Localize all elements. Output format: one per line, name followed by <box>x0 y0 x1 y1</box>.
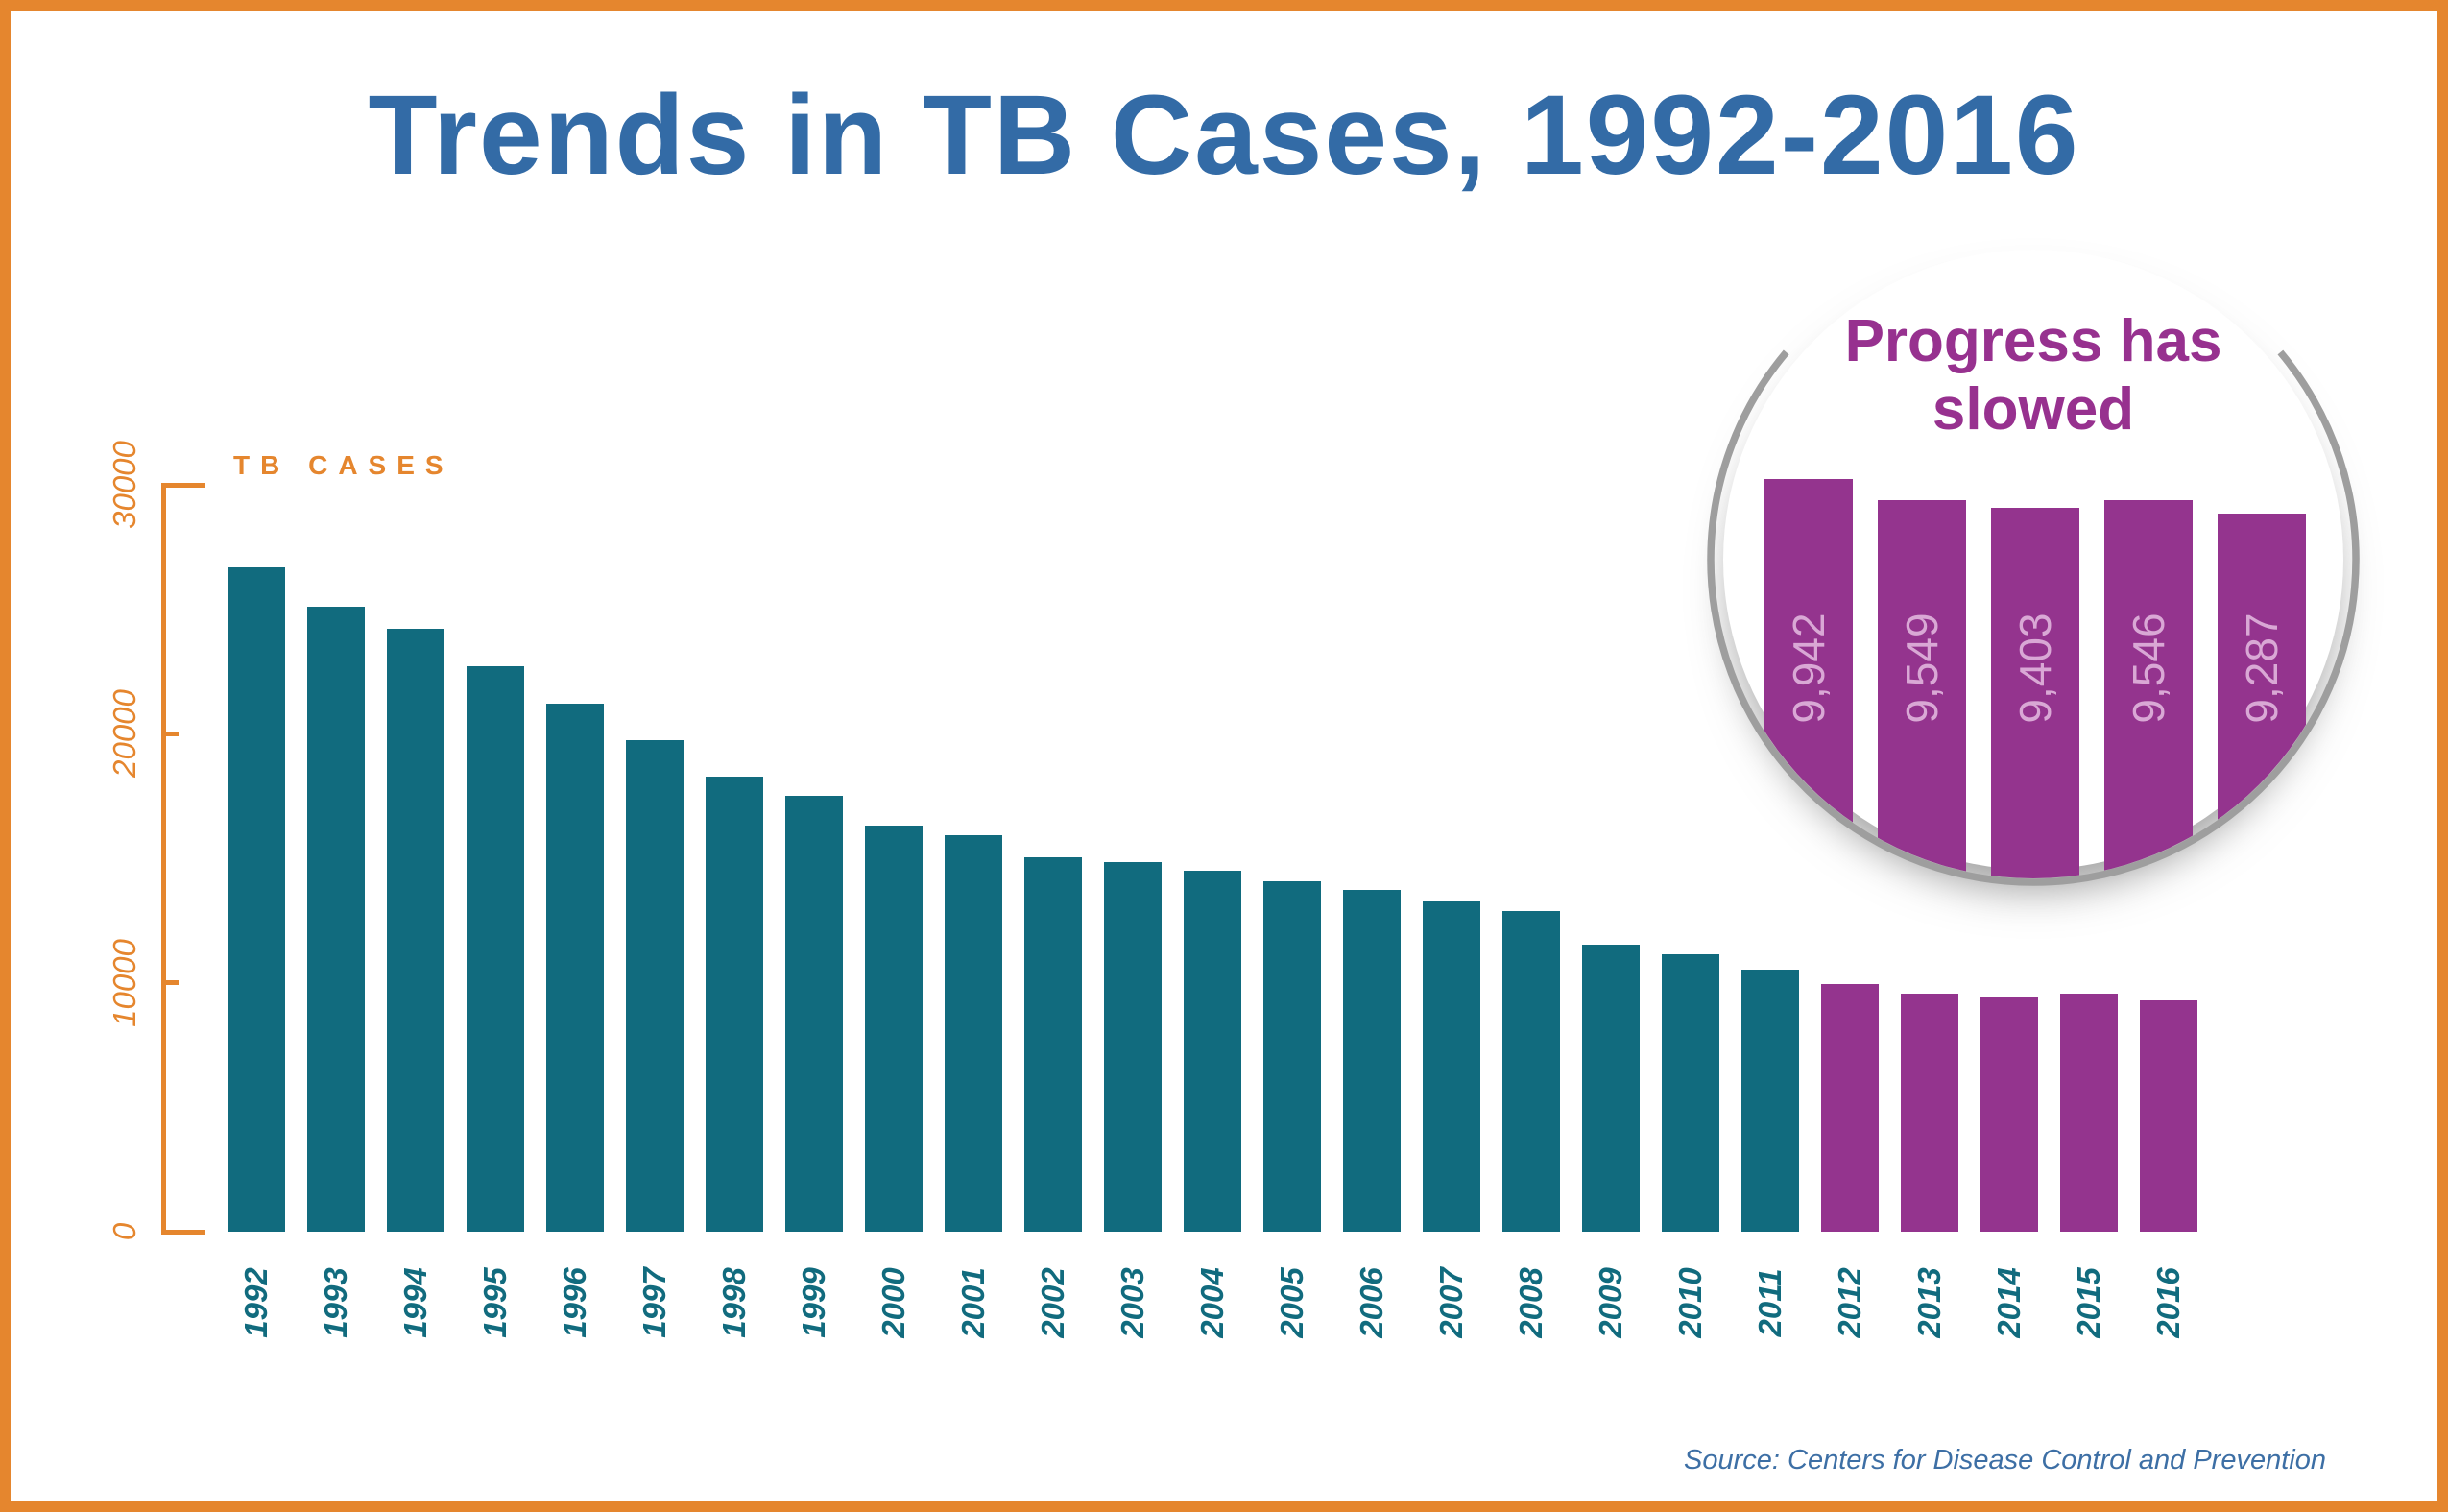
callout-bar-2013 <box>1878 499 1966 878</box>
x-axis-label-1992: 1992 <box>238 1267 274 1338</box>
x-axis-label-2007: 2007 <box>1433 1267 1469 1338</box>
x-axis-label-1994: 1994 <box>397 1267 433 1338</box>
x-axis-label-2004: 2004 <box>1194 1267 1230 1338</box>
bar-1998 <box>706 776 763 1232</box>
x-axis-label-2013: 2013 <box>1911 1267 1947 1338</box>
y-tick-0 <box>161 1229 205 1235</box>
bar-2005 <box>1263 881 1321 1232</box>
x-axis-label-1998: 1998 <box>716 1267 752 1338</box>
bar-1992 <box>228 567 285 1232</box>
callout-value-2016: 9,287 <box>2237 612 2287 724</box>
x-axis-label-2001: 2001 <box>955 1267 991 1338</box>
x-axis-label-1995: 1995 <box>477 1267 513 1338</box>
y-axis-title: TB CASES <box>233 450 454 480</box>
bar-2009 <box>1582 945 1640 1232</box>
bar-2012 <box>1821 984 1879 1232</box>
x-axis-label-2009: 2009 <box>1593 1267 1628 1338</box>
bar-2002 <box>1024 856 1082 1232</box>
x-axis-label-2008: 2008 <box>1513 1267 1548 1338</box>
bar-2000 <box>865 826 923 1232</box>
bar-2001 <box>945 834 1002 1232</box>
x-axis-label-2012: 2012 <box>1832 1267 1867 1338</box>
y-tick-label-30000: 30000 <box>107 441 142 529</box>
bar-2014 <box>1980 997 2038 1232</box>
bar-2004 <box>1184 871 1241 1232</box>
x-axis-label-2014: 2014 <box>1991 1267 2027 1338</box>
source-attribution: Source: Centers for Disease Control and … <box>1684 1445 2326 1476</box>
bar-1995 <box>467 665 524 1232</box>
bar-2013 <box>1901 994 1958 1232</box>
y-tick-label-0: 0 <box>107 1222 142 1241</box>
bar-2003 <box>1104 862 1162 1232</box>
x-axis-label-1993: 1993 <box>318 1267 353 1338</box>
x-axis-label-1999: 1999 <box>796 1267 831 1338</box>
x-axis-label-2003: 2003 <box>1115 1267 1150 1338</box>
bar-2010 <box>1662 953 1719 1232</box>
bar-2015 <box>2060 994 2118 1232</box>
bar-1996 <box>546 703 604 1232</box>
x-axis-label-2015: 2015 <box>2071 1267 2106 1338</box>
x-axis-label-2011: 2011 <box>1752 1268 1788 1337</box>
callout-value-2015: 9,546 <box>2124 612 2173 724</box>
callout-bar-2014 <box>1991 508 2079 878</box>
y-tick-20000 <box>161 731 179 736</box>
bar-2011 <box>1741 970 1799 1232</box>
bar-1994 <box>387 629 444 1232</box>
x-axis-label-1996: 1996 <box>557 1267 592 1338</box>
y-axis-line <box>161 485 166 1232</box>
callout-value-2012: 9,942 <box>1784 612 1834 724</box>
x-axis-label-2005: 2005 <box>1274 1267 1309 1338</box>
bar-2016 <box>2140 1000 2197 1232</box>
x-axis-label-2010: 2010 <box>1672 1267 1708 1338</box>
callout-bar-2012 <box>1764 479 1853 878</box>
callout-bar-2016 <box>2218 514 2306 878</box>
bar-1999 <box>785 796 843 1232</box>
bar-2006 <box>1343 890 1401 1232</box>
bar-chart-plot-area: 1992 1993 1994 1995 1996 1997 1998 1999 2000 2001… <box>228 485 2197 1338</box>
y-tick-10000 <box>161 980 179 986</box>
callout-lens: 9,942 9,549 9,403 9,546 9,287 <box>1715 241 2352 878</box>
callout-title: Progress has slowed <box>1844 308 2222 443</box>
x-axis-label-1997: 1997 <box>636 1267 672 1338</box>
bar-2008 <box>1502 910 1560 1232</box>
x-axis-label-2016: 2016 <box>2150 1267 2186 1338</box>
y-tick-30000 <box>161 482 205 488</box>
y-tick-label-10000: 10000 <box>107 938 142 1027</box>
y-tick-label-20000: 20000 <box>107 689 142 779</box>
page-title: Trends in TB Cases, 1992-2016 <box>368 72 2080 199</box>
callout-bar-2015 <box>2104 500 2193 878</box>
bar-2007 <box>1423 900 1480 1232</box>
callout-value-2013: 9,549 <box>1897 612 1947 724</box>
x-axis-label-2002: 2002 <box>1035 1267 1070 1338</box>
x-axis-label-2000: 2000 <box>876 1267 911 1338</box>
bar-1993 <box>307 607 365 1232</box>
callout-value-2014: 9,403 <box>2010 612 2060 724</box>
bar-1997 <box>626 739 684 1232</box>
x-axis-label-2006: 2006 <box>1354 1267 1389 1338</box>
